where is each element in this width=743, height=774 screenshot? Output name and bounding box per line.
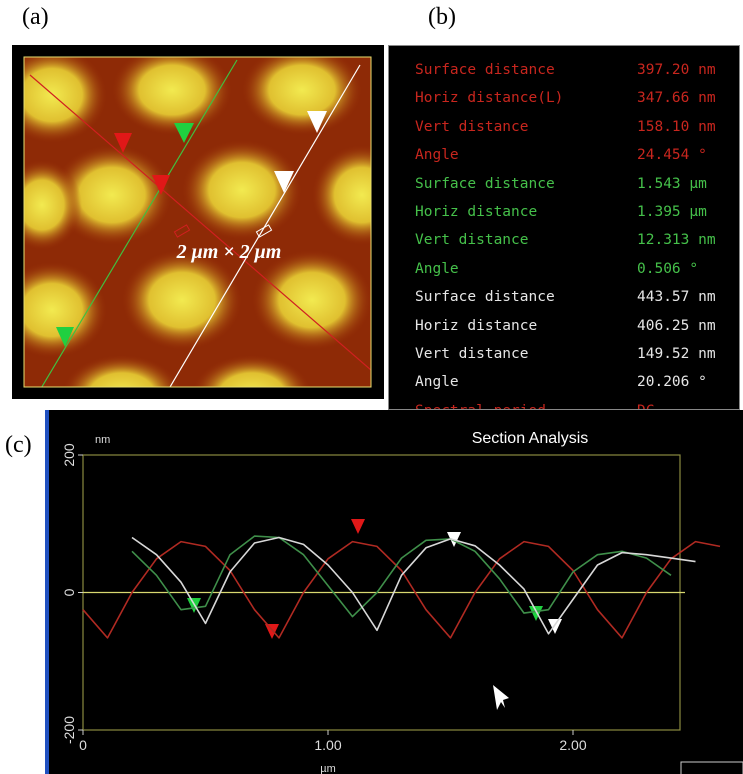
- measurement-table: Surface distance 397.20 nm Horiz distance(…: [388, 45, 740, 410]
- panel-label: (a): [22, 4, 49, 30]
- value: 20.206 °: [637, 374, 707, 391]
- value: 149.52 nm: [637, 346, 716, 362]
- value: DC: [637, 403, 654, 409]
- table-row: Vert distance 12.313 nm: [415, 232, 735, 252]
- table-row: Vert distance 149.52 nm: [415, 346, 735, 366]
- panel-label: (b): [428, 4, 456, 30]
- label: Surface distance: [415, 175, 555, 192]
- table-row: Surface distance 397.20 nm: [415, 62, 735, 82]
- label: Spectral period: [415, 403, 546, 409]
- chart-title: Section Analysis: [472, 430, 589, 447]
- table-row: Surface distance 1.543 µm: [415, 176, 735, 196]
- label: Horiz distance: [415, 317, 538, 334]
- value: 0.506 °: [637, 260, 699, 277]
- table-row: Surface distance 443.57 nm: [415, 289, 735, 309]
- y-tick-label: -200: [61, 716, 77, 744]
- y-tick-label: 200: [61, 443, 77, 467]
- x-tick-label: 2.00: [559, 737, 586, 753]
- table-row: Angle 20.206 °: [415, 374, 735, 394]
- series-line: [131, 536, 696, 635]
- value: 1.395 µm: [637, 204, 707, 220]
- x-tick-label: 0: [79, 737, 87, 753]
- scale-label: 2 μm × 2 μm: [176, 241, 282, 263]
- panel-label: (c): [5, 432, 32, 458]
- table-row: Angle 0.506 °: [415, 261, 735, 281]
- value: 24.454 °: [637, 147, 707, 164]
- value: 443.57 nm: [637, 289, 716, 306]
- afm-image: 2 μm × 2 μm: [12, 45, 384, 399]
- value: 347.66 nm: [637, 90, 716, 107]
- x-tick-label: 1.00: [314, 737, 341, 753]
- table-row: Horiz distance 406.25 nm: [415, 318, 735, 338]
- y-unit: nm: [95, 434, 110, 446]
- series-line: [131, 535, 672, 618]
- value: 158.10 nm: [637, 118, 716, 135]
- table-row: Spectral period DC: [415, 403, 735, 409]
- label: Horiz distance(L): [415, 90, 564, 107]
- label: Angle: [415, 374, 459, 391]
- value: 1.543 µm: [637, 175, 707, 192]
- table-row: Angle 24.454 °: [415, 147, 735, 167]
- label: Angle: [415, 260, 459, 277]
- label: Horiz distance: [415, 204, 538, 220]
- label: Vert distance: [415, 118, 529, 135]
- value: 406.25 nm: [637, 317, 716, 334]
- table-row: Vert distance 158.10 nm: [415, 119, 735, 139]
- label: Surface distance: [415, 62, 555, 78]
- label: Vert distance: [415, 232, 529, 249]
- y-tick-label: 0: [61, 588, 77, 596]
- series-line: [82, 540, 721, 639]
- label: Vert distance: [415, 346, 529, 362]
- x-unit: µm: [320, 763, 336, 774]
- value: 12.313 nm: [637, 232, 716, 249]
- table-row: Horiz distance 1.395 µm: [415, 204, 735, 224]
- table-row: Horiz distance(L) 347.66 nm: [415, 90, 735, 110]
- label: Surface distance: [415, 289, 555, 306]
- label: Angle: [415, 147, 459, 164]
- value: 397.20 nm: [637, 62, 716, 78]
